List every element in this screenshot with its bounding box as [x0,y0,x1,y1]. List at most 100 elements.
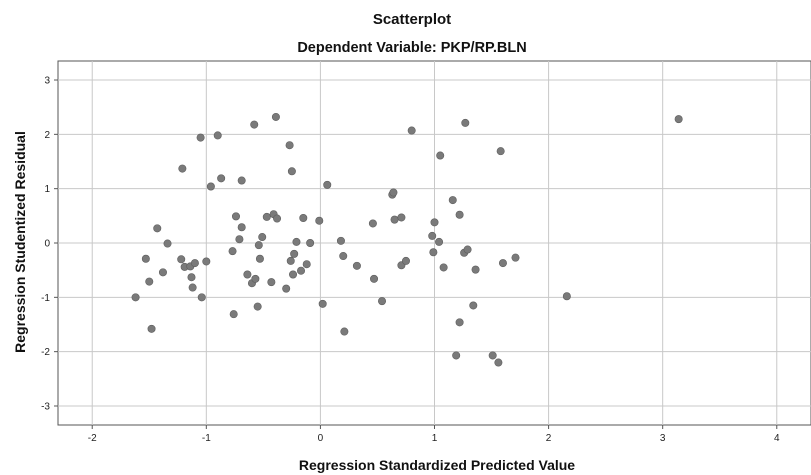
data-point [254,241,263,250]
data-point [471,265,480,274]
x-tick-label: -1 [202,433,211,444]
data-point [229,310,238,319]
y-tick-label: 2 [44,130,50,141]
data-point [339,252,348,261]
data-point [228,247,237,256]
data-point [340,327,349,336]
data-point [306,239,315,248]
y-tick-label: -2 [41,347,50,358]
data-point [273,214,282,223]
x-tick-label: 2 [546,433,552,444]
x-axis-ticks: -2 -1 0 1 2 3 4 [88,425,780,444]
data-point [147,324,156,333]
data-point [255,254,264,263]
data-point [290,249,299,258]
data-point [378,297,387,306]
chart-subtitle: Dependent Variable: PKP/RP.BLN [297,40,526,56]
y-tick-label: 1 [44,184,50,195]
data-point [368,219,377,228]
data-point [461,118,470,127]
data-point [271,112,280,121]
data-point [187,273,196,282]
data-point [407,126,416,135]
data-point [488,351,497,360]
data-point [455,318,464,327]
data-point [562,292,571,301]
data-point [285,141,294,150]
data-point [190,259,199,268]
data-point [158,268,167,277]
data-point [435,237,444,246]
y-tick-label: -1 [41,293,50,304]
data-point [253,302,262,311]
data-point [292,237,301,246]
x-axis-label: Regression Standardized Predicted Value [299,457,575,473]
data-point [243,270,252,279]
data-point [352,261,361,270]
x-tick-label: -2 [88,433,97,444]
data-point [262,212,271,221]
data-point [430,218,439,227]
data-point [323,180,332,189]
data-point [494,358,503,367]
data-point [297,266,306,275]
y-tick-label: 3 [44,76,50,87]
y-axis-label: Regression Studentized Residual [12,131,28,353]
y-tick-label: 0 [44,239,50,250]
grid-lines [58,61,811,425]
data-point [237,176,246,185]
data-point [436,151,445,160]
y-axis-ticks: 3 2 1 0 -1 -2 -3 [41,76,58,412]
data-point [237,223,246,232]
data-point [235,235,244,244]
data-point [511,253,520,262]
data-point [401,256,410,265]
data-point [258,233,267,242]
data-point [336,236,345,245]
data-point [302,260,311,269]
y-tick-label: -3 [41,401,50,412]
data-point [389,188,398,197]
data-point [131,293,140,302]
data-point [213,131,222,140]
data-point [163,239,172,248]
data-point [318,299,327,308]
data-point [178,164,187,173]
data-point [251,274,260,283]
data-point [429,248,438,257]
data-point [197,293,206,302]
data-point [452,351,461,360]
data-point [455,210,464,219]
data-point [496,147,505,156]
x-tick-label: 1 [432,433,438,444]
data-point [315,216,324,225]
data-point [217,174,226,183]
data-point [370,274,379,283]
data-point [202,257,211,266]
data-point [145,277,154,286]
data-point [250,120,259,129]
data-point [390,215,399,224]
data-point [469,301,478,310]
data-point [286,256,295,265]
data-point [177,255,186,264]
data-point [267,278,276,287]
data-point [287,167,296,176]
x-tick-label: 0 [318,433,324,444]
chart-title: Scatterplot [373,11,451,28]
data-point [196,133,205,142]
data-point [463,245,472,254]
x-tick-label: 4 [774,433,780,444]
data-point [231,212,240,221]
data-point [397,213,406,222]
data-point [674,115,683,124]
data-point [141,254,150,263]
data-point [289,270,298,279]
data-point [282,284,291,293]
data-point [299,214,308,223]
data-point [448,196,457,205]
data-point [439,263,448,272]
data-point [188,283,197,292]
data-point [153,224,162,233]
